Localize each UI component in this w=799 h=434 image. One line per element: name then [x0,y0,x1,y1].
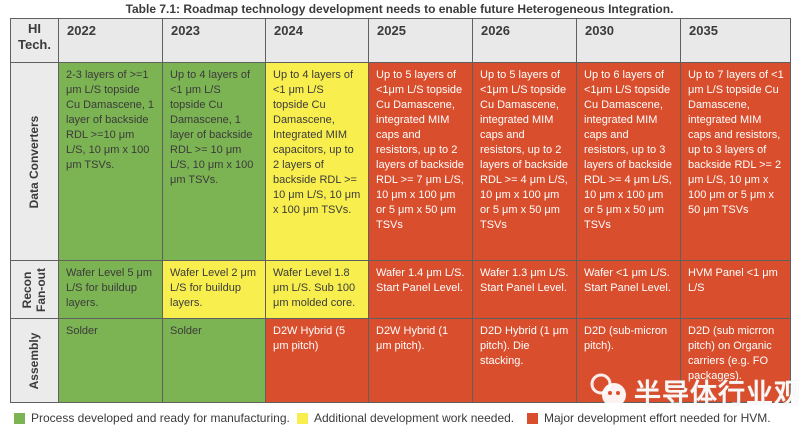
row-label-data-converters: Data Converters [10,62,59,261]
header-row: HI Tech. 2022 2023 2024 2025 2026 2030 2… [10,18,791,63]
table-cell: Up to 5 layers of <1μm L/S topside Cu Da… [472,62,577,261]
legend-label: Additional development work needed. [314,411,515,425]
table-cell: Up to 6 layers of <1μm L/S topside Cu Da… [576,62,681,261]
legend-item-yellow: Additional development work needed. [297,411,514,425]
red-swatch-icon [527,412,538,424]
table-cell: Up to 7 layers of <1 μm L/S topside Cu D… [680,62,791,261]
table-cell: D2D (sub-micron pitch). [576,318,681,403]
table-cell: D2W Hybrid (1 μm pitch). [368,318,473,403]
legend-label: Major development effort needed for HVM. [544,411,771,425]
row-label-recon-fan-out: Recon Fan-out [10,260,59,319]
table-cell: 2-3 layers of >=1 μm L/S topside Cu Dama… [58,62,163,261]
table-cell: Wafer Level 5 μm L/S for buildup layers. [58,260,163,319]
table-title: Table 7.1: Roadmap technology developmen… [125,2,674,16]
col-header-2023: 2023 [162,18,266,63]
table-row: Data Converters 2-3 layers of >=1 μm L/S… [10,62,791,261]
table-cell: Solder [162,318,266,403]
row-label-assembly: Assembly [10,318,59,403]
table-cell: Wafer 1.3 μm L/S. Start Panel Level. [472,260,577,319]
table-row: Recon Fan-out Wafer Level 5 μm L/S for b… [10,260,791,319]
table-cell: Up to 4 layers of <1 μm L/S topside Cu D… [162,62,266,261]
table-row: Assembly Solder Solder D2W Hybrid (5 μm … [10,318,791,403]
col-header-2035: 2035 [680,18,791,63]
legend-item-green: Process developed and ready for manufact… [14,411,290,425]
legend-label: Process developed and ready for manufact… [31,411,290,425]
table-cell: Up to 4 layers of <1 μm L/S topside Cu D… [265,62,369,261]
table-cell: HVM Panel <1 μm L/S [680,260,791,319]
table-cell: Wafer <1 μm L/S. Start Panel Level. [576,260,681,319]
table-cell: Up to 5 layers of <1μm L/S topside Cu Da… [368,62,473,261]
yellow-swatch-icon [297,412,308,424]
table-cell: D2D (sub micrron pitch) on Organic carri… [680,318,791,403]
table-cell: Wafer 1.4 μm L/S. Start Panel Level. [368,260,473,319]
table-cell: D2D Hybrid (1 μm pitch). Die stacking. [472,318,577,403]
table-cell: D2W Hybrid (5 μm pitch) [265,318,369,403]
row-label-text: Data Converters [26,115,41,208]
row-label-text: Recon Fan-out [19,267,48,312]
col-header-2022: 2022 [58,18,163,63]
legend: Process developed and ready for manufact… [0,409,799,429]
table-cell: Wafer Level 2 μm L/S for buildup layers. [162,260,266,319]
col-header-2025: 2025 [368,18,473,63]
roadmap-table: HI Tech. 2022 2023 2024 2025 2026 2030 2… [10,18,791,403]
row-label-text: Assembly [26,332,41,389]
col-header-2026: 2026 [472,18,577,63]
table-cell: Wafer Level 1.8 μm L/S. Sub 100 μm molde… [265,260,369,319]
col-header-2024: 2024 [265,18,369,63]
legend-item-red: Major development effort needed for HVM. [527,411,771,425]
green-swatch-icon [14,412,25,424]
corner-header-hi-tech: HI Tech. [10,18,59,63]
col-header-2030: 2030 [576,18,681,63]
table-cell: Solder [58,318,163,403]
